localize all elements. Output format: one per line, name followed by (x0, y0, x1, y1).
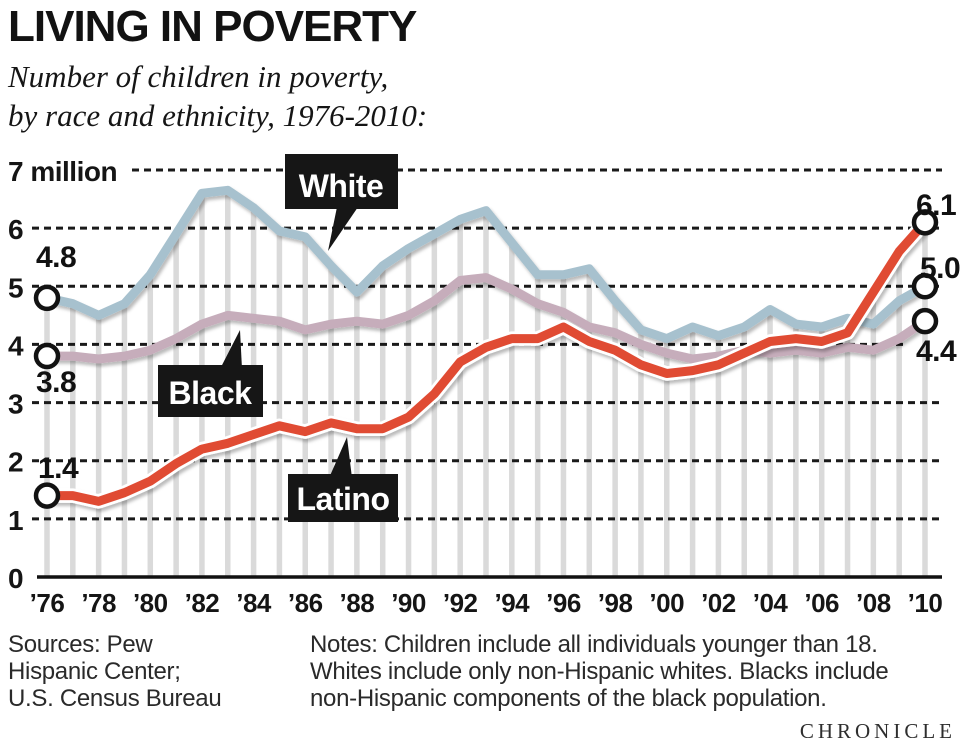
x-tick-label-04: ’04 (753, 588, 789, 618)
year-stripe (896, 251, 902, 577)
callout-tail (328, 207, 358, 251)
notes-line-1: Notes: Children include all individuals … (310, 631, 878, 658)
value-label-4.8: 4.8 (36, 241, 76, 274)
y-tick-label-6: 6 (8, 214, 23, 245)
year-stripe (431, 233, 438, 577)
year-stripe (689, 326, 696, 577)
latino-end-marker (911, 209, 939, 236)
subtitle-line-1: Number of children in poverty, (8, 59, 389, 94)
callout-tail (220, 330, 242, 369)
x-tick-label-76: ’76 (30, 588, 65, 618)
y-tick-label-1: 1 (8, 505, 23, 536)
x-tick-label-00: ’00 (649, 588, 684, 618)
callout-box (288, 474, 398, 522)
value-label-4.4: 4.4 (916, 335, 957, 368)
year-stripe (767, 309, 773, 577)
x-tick-label-82: ’82 (185, 588, 220, 618)
y-tick-label-5: 5 (8, 272, 23, 303)
year-stripe (457, 219, 463, 578)
x-tick-label-98: ’98 (598, 588, 633, 618)
poverty-line-chart: 4.8 3.8 1.4 6.1 5.0 4.4 White Black Latino 7 mill… (8, 154, 961, 618)
year-stripe (276, 231, 283, 578)
x-tick-label-02: ’02 (701, 588, 736, 618)
year-stripe (302, 236, 308, 577)
callout-tail (329, 437, 352, 478)
year-stripe (586, 268, 593, 577)
sources-note: Sources: Pew Hispanic Center; U.S. Censu… (8, 631, 222, 712)
year-stripe (95, 315, 102, 577)
y-tick-label-3: 3 (8, 389, 23, 420)
x-tick-label-06: ’06 (804, 588, 839, 618)
year-stripe (638, 329, 644, 577)
year-stripe (483, 210, 489, 577)
value-label-3.8: 3.8 (36, 366, 76, 399)
x-tick-label-08: ’08 (856, 588, 891, 618)
y-tick-label-4: 4 (8, 330, 24, 361)
x-tick-label-92: ’92 (443, 588, 478, 618)
white-line (46, 185, 928, 344)
page-title: LIVING IN POVERTY (8, 2, 417, 51)
y-tick-label-0: 0 (8, 563, 23, 594)
year-stripe (44, 297, 50, 577)
year-stripe (534, 274, 541, 577)
x-tick-label-94: ’94 (494, 588, 530, 618)
latino-line (47, 219, 929, 506)
year-stripe (715, 335, 722, 577)
white-end-marker (911, 273, 939, 300)
chart-subtitle: Number of children in poverty, by race a… (8, 57, 427, 135)
callout-label: Latino (297, 481, 390, 517)
x-tick-label-86: ’86 (288, 588, 323, 618)
notes-line-2: Whites include only non-Hispanic whites.… (310, 658, 889, 685)
year-stripe (612, 300, 618, 577)
x-tick-label-88: ’88 (340, 588, 375, 618)
year-stripe (922, 222, 928, 577)
series-callout-white: White (285, 154, 398, 251)
latino-start-marker (33, 482, 61, 509)
white-start-marker (33, 284, 61, 312)
year-stripe (121, 303, 128, 577)
x-tick-label-84: ’84 (236, 588, 272, 618)
callout-box (285, 154, 398, 209)
notes-text: Notes: Children include all individuals … (310, 631, 889, 712)
x-tick-label-78: ’78 (81, 588, 116, 618)
gridlines (32, 168, 942, 521)
year-stripe (818, 326, 825, 577)
year-stripe (793, 324, 799, 577)
black-start-marker (33, 342, 61, 370)
x-tick-label-96: ’96 (546, 588, 581, 618)
series-callout-black: Black (158, 330, 263, 417)
year-stripe (509, 242, 515, 578)
x-tick-label-90: ’90 (391, 588, 426, 618)
x-tick-label-10: ’10 (908, 588, 943, 618)
black-line (47, 273, 928, 364)
sources-line-2: Hispanic Center; (8, 658, 181, 685)
x-tick-label-80: ’80 (133, 588, 168, 618)
subtitle-line-2: by race and ethnicity, 1976-2010: (8, 98, 428, 133)
value-label-1.4: 1.4 (38, 452, 79, 485)
value-label-5.0: 5.0 (920, 252, 960, 285)
y-tick-label-2: 2 (8, 447, 23, 478)
year-stripe (560, 274, 567, 577)
callout-box (158, 365, 263, 417)
year-stripe (870, 292, 877, 577)
year-stripe (844, 318, 851, 577)
black-end-marker (911, 307, 939, 335)
callout-label: Black (169, 375, 253, 411)
year-stripe (70, 303, 76, 577)
sources-line-3: U.S. Census Bureau (8, 685, 222, 712)
callout-label: White (299, 168, 384, 204)
notes-line-3: non-Hispanic components of the black pop… (310, 685, 827, 712)
year-stripe (664, 338, 670, 577)
year-stripe (741, 326, 747, 577)
year-stripe (147, 274, 154, 577)
y-tick-label-7: 7 million (8, 156, 117, 187)
value-label-6.1: 6.1 (916, 189, 956, 222)
sources-line-1: Sources: Pew (8, 631, 153, 658)
publication-credit: CHRONICLE (799, 719, 956, 743)
series-callout-latino: Latino (288, 437, 398, 522)
